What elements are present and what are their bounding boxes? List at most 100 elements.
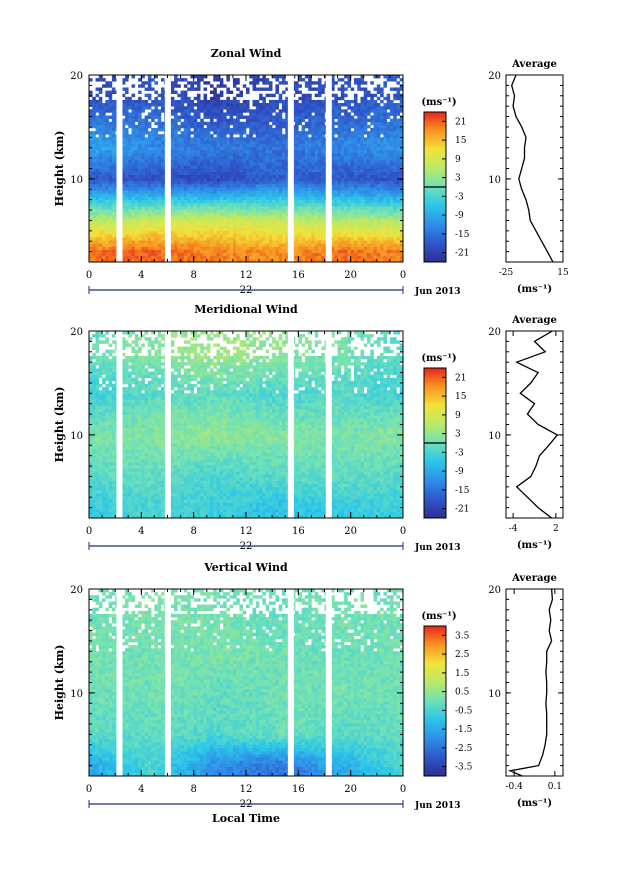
colorbar-tick-label: -9	[455, 211, 464, 221]
colorbar-tick-label: 1.5	[455, 669, 470, 679]
x-tick-label: 4	[138, 526, 144, 537]
data-gap	[287, 75, 294, 262]
date-tick-label: 22	[240, 541, 253, 552]
profile-frame	[505, 330, 564, 519]
colorbar-tick-label: -9	[455, 467, 464, 477]
colorbar-tick-label: 21	[455, 373, 466, 383]
x-tick-label: 20	[344, 270, 357, 281]
profile-x-tick-label: 15	[557, 268, 569, 278]
y-tick-label: 20	[70, 585, 83, 596]
heatmap-cells	[89, 589, 404, 777]
y-tick-label: 10	[70, 431, 83, 442]
date-label: Jun 2013	[414, 287, 461, 297]
profile-y-tick-label: 10	[488, 431, 501, 442]
profile-title: Average	[511, 573, 557, 584]
colorbar-tick-label: -2.5	[455, 744, 473, 754]
colorbar-tick-label: -3	[455, 192, 464, 202]
profile-unit: (ms⁻¹)	[517, 798, 552, 809]
x-tick-label: 8	[190, 784, 196, 795]
profile-x-tick-label: -0.4	[505, 782, 523, 792]
data-gap	[164, 589, 171, 776]
colorbar-tick-label: -3.5	[455, 763, 473, 773]
x-tick-label: 16	[292, 526, 305, 537]
colorbar-tick-label: -21	[455, 249, 470, 259]
colorbar-tick-label: -21	[455, 505, 470, 515]
y-axis-label: Height (km)	[53, 645, 66, 721]
colorbar-tick-label: 15	[455, 136, 467, 146]
colorbar-tick-label: 2.5	[455, 650, 470, 660]
x-tick-label: 16	[292, 784, 305, 795]
colorbar-tick-label: 3.5	[455, 631, 470, 641]
profile-frame	[505, 74, 564, 263]
profile-x-tick-label: -4	[509, 524, 518, 534]
x-tick-label: 4	[138, 784, 144, 795]
x-tick-label: 0	[400, 270, 406, 281]
x-tick-label: 0	[400, 784, 406, 795]
colorbar-tick-label: -15	[455, 486, 470, 496]
panel-1: Meridional Wind 10 20 Height (km) 0 4 8 12 16 20 0…	[53, 303, 564, 553]
y-tick-label: 10	[70, 175, 83, 186]
x-tick-label: 0	[86, 784, 92, 795]
x-tick-label: 20	[344, 526, 357, 537]
profile-x-tick-label: 2	[553, 524, 559, 534]
data-gap	[116, 331, 123, 518]
profile-x-tick-label: -25	[499, 268, 514, 278]
colorbar-tick-label: -0.5	[455, 706, 473, 716]
colorbar-tick-label: 3	[455, 174, 461, 184]
profile-x-tick-label: 0.1	[548, 782, 562, 792]
x-tick-label: 12	[240, 784, 253, 795]
colorbar-tick-label: 3	[455, 430, 461, 440]
y-axis-label: Height (km)	[53, 387, 66, 463]
profile-y-tick-label: 10	[488, 689, 501, 700]
colorbar-tick-label: -15	[455, 230, 470, 240]
x-tick-label: 8	[190, 526, 196, 537]
colorbar-unit: (ms⁻¹)	[421, 611, 456, 622]
data-gap	[164, 75, 171, 262]
colorbar	[423, 625, 447, 777]
colorbar-tick-label: 9	[455, 411, 461, 421]
x-tick-label: 0	[86, 526, 92, 537]
colorbar-tick-label: -3	[455, 448, 464, 458]
data-gap	[116, 589, 123, 776]
profile-line	[511, 74, 554, 263]
y-tick-label: 20	[70, 327, 83, 338]
x-axis-label: Local Time	[212, 812, 280, 825]
date-label: Jun 2013	[414, 543, 461, 553]
heatmap-cells	[89, 331, 404, 519]
x-tick-label: 20	[344, 784, 357, 795]
profile-unit: (ms⁻¹)	[517, 284, 552, 295]
x-tick-label: 12	[240, 526, 253, 537]
x-tick-label: 16	[292, 270, 305, 281]
x-tick-label: 8	[190, 270, 196, 281]
panel-0: Zonal Wind 10 20 Height (km) 0 4 8 12 16 20 0 22 Jun…	[53, 47, 569, 297]
x-tick-label: 12	[240, 270, 253, 281]
colorbar-tick-label: -1.5	[455, 725, 473, 735]
y-axis-label: Height (km)	[53, 131, 66, 207]
data-gap	[325, 75, 332, 262]
data-gap	[325, 331, 332, 518]
x-tick-label: 0	[86, 270, 92, 281]
profile-unit: (ms⁻¹)	[517, 540, 552, 551]
panel-2: Vertical Wind 10 20 Height (km) 0 4 8 12 16 20 0 22…	[53, 561, 564, 825]
y-tick-label: 10	[70, 689, 83, 700]
colorbar-unit: (ms⁻¹)	[421, 353, 456, 364]
y-tick-label: 20	[70, 71, 83, 82]
panel-title: Vertical Wind	[203, 561, 288, 574]
date-tick-label: 22	[240, 285, 253, 296]
profile-line	[507, 588, 554, 777]
heatmap-cells	[89, 75, 404, 263]
data-gap	[287, 589, 294, 776]
profile-y-tick-label: 10	[488, 175, 501, 186]
colorbar-tick-label: 21	[455, 117, 466, 127]
colorbar-tick-label: 9	[455, 155, 461, 165]
colorbar-tick-label: 15	[455, 392, 467, 402]
data-gap	[325, 589, 332, 776]
data-gap	[287, 331, 294, 518]
x-tick-label: 0	[400, 526, 406, 537]
data-gap	[164, 331, 171, 518]
profile-title: Average	[511, 59, 557, 70]
profile-title: Average	[511, 315, 557, 326]
x-tick-label: 4	[138, 270, 144, 281]
date-tick-label: 22	[240, 799, 253, 810]
